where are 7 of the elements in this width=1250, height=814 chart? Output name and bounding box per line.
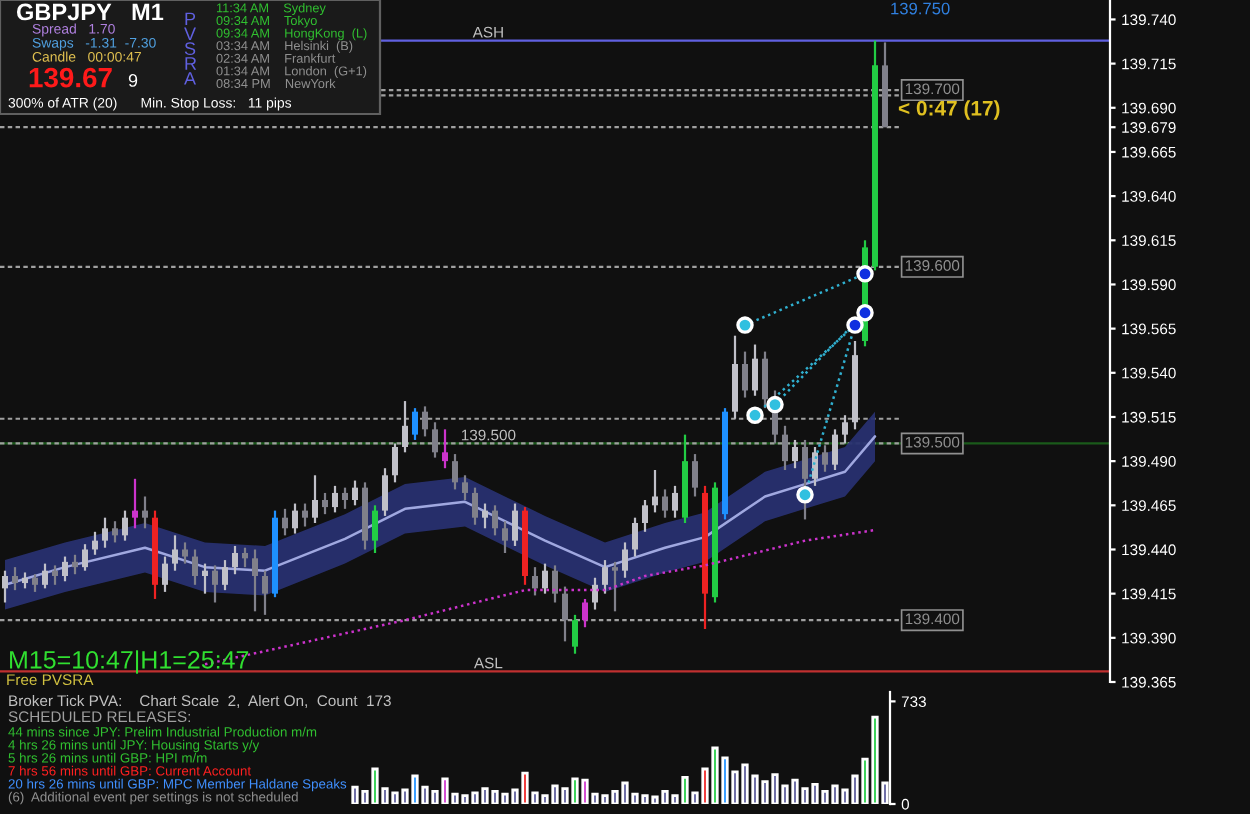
annotation: PVSRA bbox=[184, 12, 197, 85]
annotation: 9 bbox=[128, 74, 138, 87]
annotation: 139.67 bbox=[29, 67, 112, 88]
annotation: GBPJPY M1 bbox=[16, 3, 164, 21]
annotation: < 0:47 (17) bbox=[898, 100, 1000, 120]
annotation: M15=10:47|H1=25:47 bbox=[10, 650, 249, 674]
annotation: 139.750 bbox=[891, 2, 950, 15]
